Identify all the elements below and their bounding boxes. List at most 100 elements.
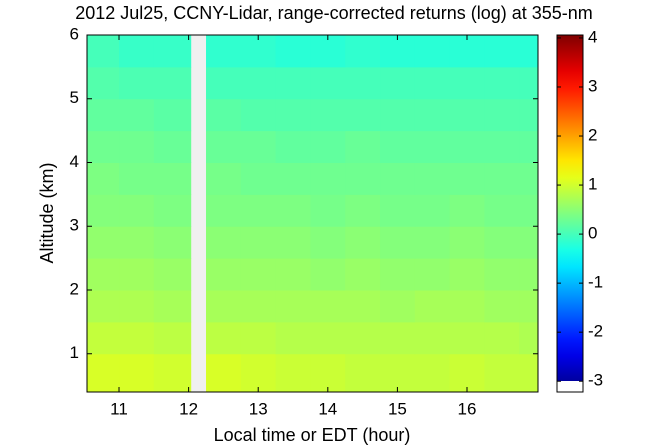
colorbar-tick-label: -2 [588, 322, 603, 341]
heatmap-cell [380, 162, 416, 195]
heatmap-cell [345, 353, 381, 393]
heatmap-cell [310, 194, 346, 227]
heatmap-cell [240, 98, 277, 132]
heatmap-cell [414, 162, 451, 195]
heatmap-cell [119, 226, 155, 259]
heatmap-cell [275, 98, 311, 132]
heatmap-cell [240, 66, 277, 100]
heatmap-cell [380, 130, 416, 163]
heatmap-cell [87, 98, 120, 132]
heatmap-cell [449, 321, 485, 355]
heatmap-cell [414, 321, 451, 355]
heatmap-cell [275, 258, 311, 291]
heatmap-cell [380, 98, 416, 132]
heatmap-cell [275, 226, 311, 259]
heatmap-cell [240, 35, 277, 68]
heatmap-cell [153, 66, 192, 100]
heatmap-cell [87, 194, 120, 227]
heatmap-cell [449, 130, 485, 163]
heatmap-cell [275, 130, 311, 163]
x-tick-label: 16 [458, 399, 477, 418]
heatmap-cell [240, 130, 277, 163]
x-tick-label: 12 [179, 399, 198, 418]
heatmap-cell [119, 162, 155, 195]
heatmap-cell [240, 353, 277, 393]
heatmap-cell [119, 290, 155, 323]
heatmap-cell [380, 194, 416, 227]
heatmap-cell [449, 226, 485, 259]
heatmap-cell [153, 290, 192, 323]
x-tick-label: 11 [110, 399, 128, 418]
heatmap-cell [414, 66, 451, 100]
heatmap-cell [484, 290, 520, 323]
heatmap-cell [484, 353, 520, 393]
heatmap-cell [310, 35, 346, 68]
heatmap-cell [484, 162, 520, 195]
y-tick-label: 1 [70, 343, 79, 362]
heatmap-cell [87, 226, 120, 259]
y-tick-label: 2 [70, 279, 79, 298]
heatmap-cell [345, 226, 381, 259]
heatmap-cell [345, 290, 381, 323]
heatmap-cell [519, 194, 539, 227]
heatmap-cell [153, 194, 192, 227]
heatmap-cell [519, 290, 539, 323]
y-tick-label: 6 [70, 24, 79, 43]
colorbar-tick-label: 4 [588, 27, 597, 46]
heatmap-cell [519, 130, 539, 163]
heatmap-cell [484, 321, 520, 355]
x-tick-label: 13 [249, 399, 268, 418]
heatmap-cell [380, 258, 416, 291]
heatmap-cell [275, 194, 311, 227]
heatmap-cell [484, 226, 520, 259]
heatmap-cell [119, 258, 155, 291]
heatmap-cell [310, 353, 346, 393]
heatmap-cell [206, 98, 242, 132]
heatmap-cell [380, 353, 416, 393]
colorbar-tick-label: 2 [588, 126, 597, 145]
heatmap-cell [519, 321, 539, 355]
heatmap-cell [87, 35, 120, 68]
heatmap-cell [87, 290, 120, 323]
heatmap-cell [206, 130, 242, 163]
heatmap-cell [153, 226, 192, 259]
heatmap-cell [153, 258, 192, 291]
heatmap-cell [275, 321, 311, 355]
heatmap-cell [206, 35, 242, 68]
heatmap-cell [87, 321, 120, 355]
heatmap-cell [449, 162, 485, 195]
heatmap-cell [119, 35, 155, 68]
heatmap-cell [484, 66, 520, 100]
y-axis-label: Altitude (km) [37, 162, 57, 263]
heatmap-cell [449, 258, 485, 291]
heatmap-cell [484, 258, 520, 291]
heatmap-cell [380, 66, 416, 100]
heatmap-cell [345, 162, 381, 195]
heatmap-cell [484, 130, 520, 163]
heatmap-cell [275, 66, 311, 100]
heatmap-cell [153, 35, 192, 68]
heatmap-cell [414, 226, 451, 259]
heatmap-cell [310, 162, 346, 195]
heatmap-cell [449, 194, 485, 227]
heatmap-cell [119, 66, 155, 100]
heatmap-cell [345, 258, 381, 291]
heatmap-cell [380, 290, 416, 323]
heatmap-cell [310, 258, 346, 291]
heatmap-cell [153, 321, 192, 355]
heatmap-cell [310, 321, 346, 355]
x-tick-label: 14 [318, 399, 337, 418]
x-axis-label: Local time or EDT (hour) [214, 425, 411, 445]
heatmap-cell [449, 98, 485, 132]
heatmap-cell [275, 353, 311, 393]
heatmap-cell [87, 162, 120, 195]
heatmap-cell [153, 162, 192, 195]
heatmap-cell [519, 98, 539, 132]
heatmap-cell [206, 66, 242, 100]
heatmap-cell [206, 162, 242, 195]
heatmap-cell [310, 226, 346, 259]
heatmap-cell [380, 321, 416, 355]
heatmap-cell [414, 353, 451, 393]
colorbar [557, 35, 583, 392]
